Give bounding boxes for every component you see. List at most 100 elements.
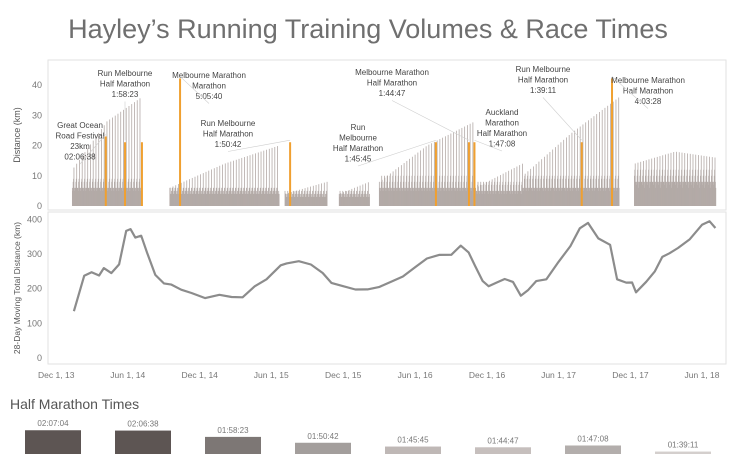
panel-moving-frame bbox=[47, 211, 727, 365]
distance-bar bbox=[425, 146, 427, 206]
distance-bar bbox=[676, 151, 677, 206]
race-annotation: Marathon bbox=[192, 82, 226, 91]
race-bar bbox=[140, 142, 143, 206]
distance-bar bbox=[200, 174, 201, 206]
distance-bar bbox=[461, 127, 463, 206]
distance-bar bbox=[73, 167, 75, 206]
distance-bar bbox=[95, 136, 97, 206]
half-marathon-bar bbox=[295, 442, 351, 454]
moving-tick-label: 400 bbox=[27, 214, 42, 224]
race-annotation: 4:03:28 bbox=[635, 97, 662, 106]
distance-bar bbox=[711, 157, 713, 206]
race-annotation: Half Marathon bbox=[518, 76, 568, 85]
distance-bar bbox=[566, 137, 567, 206]
distance-bar bbox=[246, 156, 248, 206]
half-marathon-bar bbox=[205, 436, 261, 454]
distance-bar bbox=[513, 167, 515, 206]
distance-bar bbox=[216, 166, 218, 206]
distance-bar bbox=[271, 147, 273, 206]
distance-bar bbox=[398, 167, 400, 206]
distance-bar bbox=[131, 104, 133, 206]
moving-tick-label: 100 bbox=[27, 318, 42, 328]
distance-bar bbox=[552, 149, 554, 206]
distance-bar bbox=[219, 165, 221, 206]
distance-bar bbox=[522, 163, 523, 206]
distance-bar bbox=[453, 132, 455, 206]
distance-bar bbox=[139, 98, 141, 206]
distance-bar bbox=[472, 122, 474, 206]
distance-bar bbox=[568, 135, 570, 206]
half-marathon-time-label: 01:44:47 bbox=[487, 436, 519, 445]
race-annotation: 1:47:08 bbox=[489, 140, 516, 149]
distance-bar bbox=[530, 168, 532, 206]
distance-bar bbox=[502, 173, 504, 206]
distance-bar bbox=[87, 148, 89, 206]
distance-bar bbox=[689, 153, 691, 206]
distance-bar bbox=[189, 179, 190, 206]
distance-bar bbox=[400, 165, 402, 206]
distance-bar bbox=[428, 144, 430, 206]
race-annotation-leader bbox=[391, 100, 470, 141]
distance-bar bbox=[698, 155, 699, 206]
distance-bar bbox=[588, 120, 589, 206]
x-tick-label: Dec 1, 15 bbox=[325, 370, 362, 380]
half-marathon-bar bbox=[25, 430, 81, 454]
distance-bar bbox=[202, 173, 204, 206]
distance-bar bbox=[618, 187, 620, 206]
race-annotation: Half Marathon bbox=[333, 144, 383, 153]
race-bar bbox=[434, 142, 437, 206]
moving-tick-label: 0 bbox=[37, 353, 42, 363]
distance-bar bbox=[563, 139, 565, 206]
distance-bar bbox=[409, 158, 411, 206]
distance-bar bbox=[114, 115, 116, 206]
race-annotation: 1:58:23 bbox=[112, 90, 139, 99]
half-marathon-bar bbox=[565, 445, 621, 454]
distance-tick-label: 30 bbox=[32, 110, 42, 120]
distance-bar bbox=[596, 114, 598, 206]
race-annotation: 5:05:40 bbox=[196, 92, 223, 101]
distance-bar bbox=[101, 129, 102, 206]
x-tick-label: Jun 1, 14 bbox=[110, 370, 145, 380]
distance-bar bbox=[469, 123, 471, 206]
distance-bar bbox=[92, 140, 94, 206]
distance-bar bbox=[106, 121, 108, 206]
distance-bar bbox=[607, 105, 609, 206]
distance-bar bbox=[549, 151, 551, 206]
distance-bar bbox=[615, 99, 617, 206]
distance-bar bbox=[79, 159, 80, 206]
distance-bar bbox=[681, 152, 683, 206]
distance-bar bbox=[241, 157, 243, 206]
race-annotation: Marathon bbox=[485, 119, 519, 128]
distance-bar bbox=[508, 170, 510, 206]
distance-bar bbox=[411, 156, 413, 206]
distance-bar bbox=[323, 182, 325, 206]
distance-bar bbox=[439, 139, 441, 206]
panel-distance-frame bbox=[47, 59, 727, 211]
distance-bar bbox=[356, 186, 358, 206]
distance-bar bbox=[662, 155, 664, 206]
distance-bar bbox=[244, 157, 245, 206]
half-marathon-time-label: 01:45:45 bbox=[397, 436, 429, 445]
distance-bar bbox=[684, 153, 686, 206]
distance-bars bbox=[71, 97, 717, 206]
distance-bar bbox=[98, 132, 100, 206]
distance-bar bbox=[84, 152, 86, 206]
distance-bar bbox=[687, 153, 688, 206]
distance-bar bbox=[590, 118, 592, 206]
distance-bar bbox=[601, 109, 603, 206]
distance-bar bbox=[125, 107, 127, 206]
distance-bar bbox=[618, 97, 620, 206]
race-bar bbox=[104, 136, 107, 206]
distance-bar bbox=[455, 130, 457, 206]
race-annotation: Run Melbourne bbox=[98, 69, 153, 78]
distance-bar bbox=[466, 125, 468, 206]
distance-bar bbox=[128, 105, 130, 206]
distance-bar bbox=[541, 159, 543, 206]
distance-bar bbox=[274, 146, 276, 206]
race-annotation-leader bbox=[611, 76, 649, 109]
x-tick-label: Dec 1, 16 bbox=[469, 370, 506, 380]
distance-bar bbox=[458, 129, 460, 206]
distance-bar bbox=[354, 187, 355, 206]
distance-bar bbox=[211, 169, 212, 206]
race-bar bbox=[473, 142, 476, 206]
